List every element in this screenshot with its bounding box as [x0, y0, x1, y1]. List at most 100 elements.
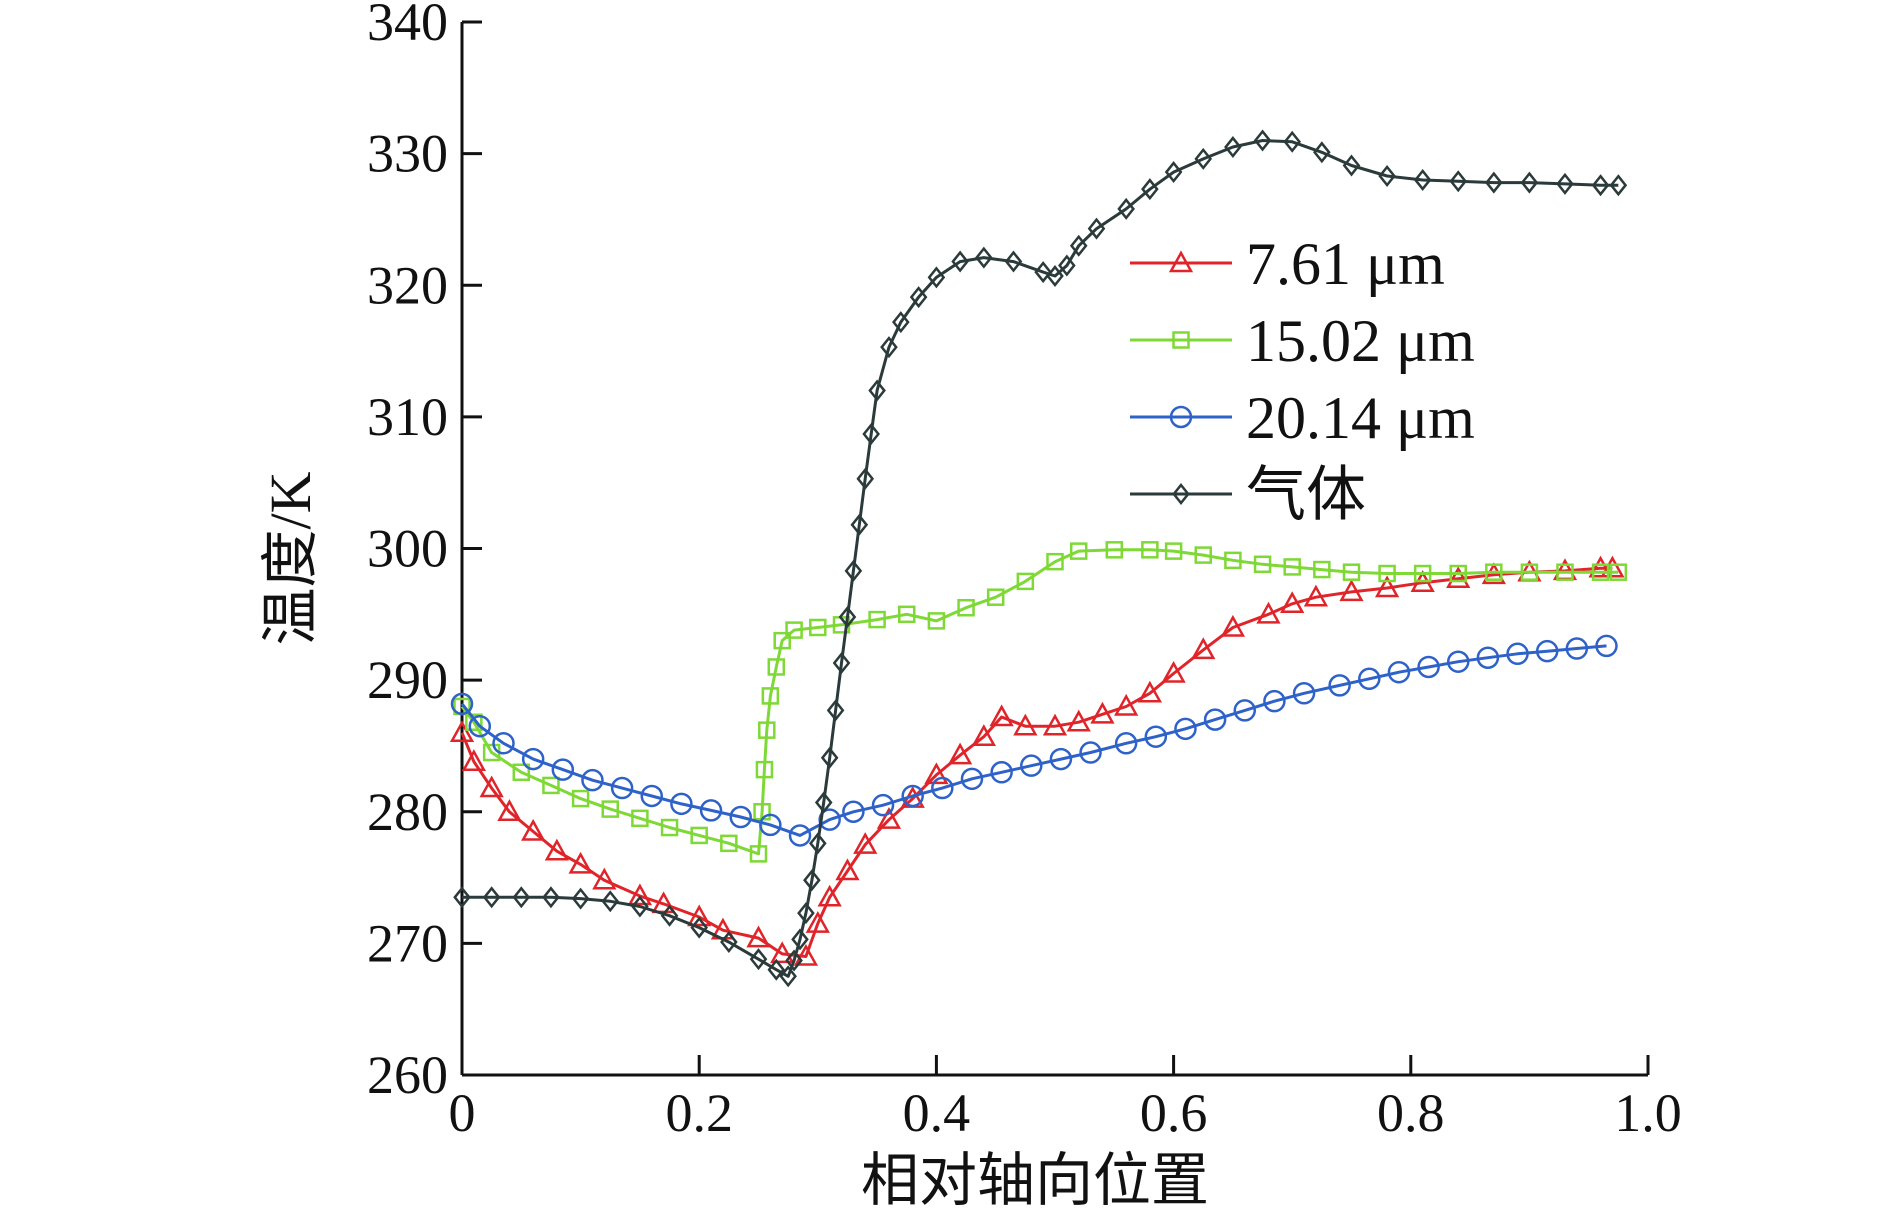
data-point: [1520, 563, 1539, 581]
data-point: [809, 618, 827, 637]
data-point: [631, 895, 649, 918]
data-point: [773, 631, 791, 650]
data-point: [1446, 650, 1470, 673]
y-tick-label: 320: [367, 255, 448, 315]
data-point: [1174, 717, 1197, 741]
data-point: [1378, 564, 1396, 583]
data-point: [832, 652, 851, 675]
data-point: [1058, 254, 1076, 277]
legend-label: 气体: [1246, 462, 1366, 528]
data-point: [601, 890, 620, 913]
data-point: [571, 789, 590, 808]
data-point: [1144, 725, 1168, 748]
data-point: [592, 867, 617, 890]
data-point: [1588, 555, 1613, 578]
data-point: [1224, 136, 1242, 159]
data-point: [687, 904, 712, 927]
data-point: [850, 513, 869, 536]
data-point: [670, 792, 693, 816]
legend-item: 15.02 μm: [1130, 308, 1475, 374]
data-point: [1535, 639, 1559, 663]
data-point: [1042, 713, 1068, 736]
y-tick-label: 330: [367, 124, 448, 184]
data-point: [814, 791, 833, 814]
data-point: [924, 762, 949, 785]
series-line: [460, 644, 1607, 837]
data-point: [862, 422, 880, 445]
legend-marker: [1168, 250, 1194, 273]
data-point: [785, 949, 803, 972]
data-point: [1016, 572, 1035, 591]
data-point: [1194, 147, 1213, 170]
data-point: [1506, 642, 1529, 666]
legend: 7.61 μm 15.02 μm 20.14 μm 气体: [1130, 231, 1475, 528]
legend-marker: [1172, 482, 1190, 506]
data-point: [986, 588, 1005, 606]
data-point: [826, 699, 845, 722]
legend-item: 气体: [1130, 462, 1366, 528]
legend-marker: [1172, 331, 1190, 349]
x-tick-label: 0.6: [1140, 1083, 1208, 1143]
data-point: [449, 720, 475, 743]
data-point: [1565, 637, 1589, 660]
data-point: [767, 958, 786, 981]
x-axis-title: 相对轴向位置: [861, 1148, 1209, 1212]
data-point: [1220, 614, 1246, 637]
data-point: [1117, 197, 1135, 220]
data-point: [835, 858, 860, 881]
data-point: [601, 800, 619, 818]
data-point: [989, 704, 1014, 727]
data-point: [749, 845, 768, 863]
data-point: [761, 687, 780, 705]
data-point: [1090, 701, 1115, 724]
data-point: [1191, 637, 1216, 660]
data-point: [971, 724, 996, 746]
data-point: [1449, 170, 1468, 193]
data-point: [1004, 250, 1023, 273]
data-point: [990, 761, 1013, 784]
y-tick-label: 270: [367, 913, 448, 973]
data-point: [820, 746, 839, 769]
data-point: [568, 851, 593, 874]
data-point: [803, 869, 821, 892]
data-point: [853, 832, 878, 854]
data-point: [640, 784, 664, 808]
data-point: [1283, 130, 1302, 153]
data-point: [482, 886, 501, 909]
data-point: [1556, 172, 1574, 195]
data-point: [1342, 563, 1361, 581]
data-point: [1609, 563, 1628, 581]
data-point: [1256, 601, 1281, 624]
data-point: [1417, 655, 1440, 679]
data-point: [631, 809, 649, 828]
data-point: [1313, 141, 1331, 164]
data-point: [468, 714, 492, 738]
data-point: [931, 776, 954, 800]
data-point: [927, 612, 946, 630]
data-point: [779, 965, 797, 988]
data-point: [1046, 265, 1064, 288]
data-point: [690, 826, 708, 845]
data-point: [1114, 732, 1138, 755]
data-point: [1079, 741, 1102, 764]
tick-marks: 260 270 280 290 300 310 320 330 340 0 0.2 0.4 0.6 0.8…: [367, 0, 1682, 1143]
data-point: [720, 834, 738, 853]
data-point: [1046, 552, 1064, 571]
data-point: [1087, 217, 1106, 240]
data-point: [1013, 713, 1038, 736]
x-tick-label: 0: [449, 1083, 476, 1143]
data-point: [1280, 591, 1305, 614]
data-point: [892, 311, 910, 334]
data-point: [627, 883, 653, 906]
data-point: [838, 605, 857, 628]
series-3: [450, 634, 1618, 847]
data-point: [1358, 667, 1381, 691]
data-point: [512, 763, 531, 782]
data-point: [770, 941, 795, 964]
data-point: [1253, 555, 1272, 574]
data-point: [871, 793, 895, 817]
data-point: [461, 749, 486, 771]
data-point: [842, 800, 865, 823]
y-tick-label: 260: [367, 1045, 448, 1105]
